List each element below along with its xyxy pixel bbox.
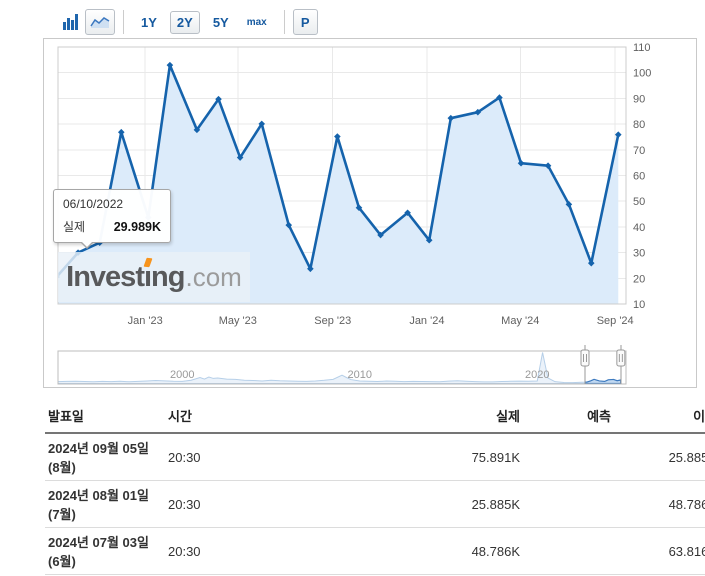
navigator-year-label: 2020 [525, 369, 549, 381]
previous-cell: 25.885K [614, 433, 705, 481]
x-tick-label: Sep '23 [314, 315, 351, 327]
range-5y-button[interactable]: 5Y [208, 11, 234, 34]
navigator-handle-right[interactable] [616, 345, 626, 384]
table-column-header: 실제 [291, 401, 523, 434]
range-max-button[interactable]: max [242, 13, 272, 32]
table-column-header: 이전 [614, 401, 705, 434]
y-tick-label: 80 [633, 119, 645, 131]
y-tick-label: 40 [633, 222, 645, 234]
line-chart-type-button[interactable] [85, 9, 115, 35]
navigator-year-label: 2000 [170, 369, 194, 381]
release-date-cell: 2024년 09월 05일 (8월) [45, 433, 165, 481]
x-tick-label: May '23 [219, 315, 257, 327]
x-tick-label: Jan '24 [409, 315, 444, 327]
forecast-cell [523, 527, 614, 575]
chart-widget: 10 20 30 40 50 60 70 80 90 100 110 Jan '23 May '23 Se… [43, 38, 697, 388]
table-header-row: 발표일시간실제예측이전 [45, 401, 705, 434]
tooltip-series-label: 실제 [63, 220, 86, 234]
actual-cell: 25.885K [291, 480, 523, 528]
x-axis-labels: Jan '23 May '23 Sep '23 Jan '24 May '24 Sep '… [128, 315, 634, 327]
table-column-header: 시간 [165, 401, 291, 434]
y-tick-label: 10 [633, 299, 645, 311]
y-tick-label: 60 [633, 171, 645, 183]
navigator-selected-range[interactable] [58, 353, 621, 384]
previous-cell: 64.789K [614, 574, 705, 576]
range-2y-button[interactable]: 2Y [169, 10, 200, 34]
history-table-wrap: 발표일시간실제예측이전 2024년 09월 05일 (8월)20:3075.89… [45, 401, 705, 576]
actual-cell: 48.786K [291, 527, 523, 575]
y-tick-label: 90 [633, 93, 645, 105]
toolbar-divider [283, 10, 285, 34]
release-date-cell: 2024년 08월 01일 (7월) [45, 480, 165, 528]
y-tick-label: 110 [633, 42, 651, 54]
chart-toolbar: 1Y 2Y 5Y max P [55, 8, 318, 36]
y-tick-label: 70 [633, 145, 645, 157]
history-table: 발표일시간실제예측이전 2024년 09월 05일 (8월)20:3075.89… [45, 401, 705, 576]
navigator-year-label: 2010 [348, 369, 372, 381]
forecast-cell [523, 574, 614, 576]
line-chart-icon [90, 17, 110, 28]
investing-logo-text: Investı ng [66, 257, 185, 292]
table-column-header: 예측 [523, 401, 614, 434]
navigator-year-labels: 2000 2010 2020 [170, 369, 549, 381]
chart-tooltip: 06/10/2022 실제 29.989K [53, 189, 171, 249]
x-tick-label: Sep '24 [597, 315, 634, 327]
y-tick-label: 100 [633, 68, 651, 80]
navigator-handle-left[interactable] [580, 345, 590, 384]
time-cell: 20:30 [165, 480, 291, 528]
toolbar-divider [123, 10, 124, 34]
x-tick-label: Jan '23 [128, 315, 163, 327]
time-cell: 20:30 [165, 433, 291, 481]
bar-chart-icon [62, 14, 78, 30]
investing-logo-suffix: .com [185, 262, 242, 292]
navigator-series [57, 352, 622, 384]
y-tick-label: 20 [633, 273, 645, 285]
y-tick-label: 30 [633, 248, 645, 260]
tooltip-arrow [80, 240, 94, 247]
y-tick-label: 50 [633, 196, 645, 208]
actual-cell: 75.891K [291, 433, 523, 481]
forecast-cell [523, 433, 614, 481]
time-cell: 20:30 [165, 527, 291, 575]
period-button[interactable]: P [292, 9, 318, 35]
tooltip-value: 29.989K [113, 220, 161, 234]
tooltip-date: 06/10/2022 [63, 197, 124, 211]
release-date-cell: 2024년 06월 06일 (5월) [45, 574, 165, 576]
release-date-cell: 2024년 07월 03일 (6월) [45, 527, 165, 575]
investing-watermark: Investı ng .com [58, 252, 250, 302]
range-1y-button[interactable]: 1Y [136, 11, 162, 34]
plot-border [57, 46, 627, 305]
area-series [58, 65, 619, 304]
previous-cell: 63.816K [614, 527, 705, 575]
actual-cell: 63.816K [291, 574, 523, 576]
table-row: 2024년 06월 06일 (5월)20:3063.816K 64.789K [45, 574, 705, 576]
forecast-cell [523, 480, 614, 528]
navigator-outline [57, 350, 627, 385]
previous-cell: 48.786K [614, 480, 705, 528]
y-axis-labels: 10 20 30 40 50 60 70 80 90 100 110 [633, 42, 651, 311]
x-tick-label: May '24 [501, 315, 539, 327]
time-cell: 20:30 [165, 574, 291, 576]
navigator[interactable]: 2000 2010 2020 [57, 345, 627, 385]
table-column-header: 발표일 [45, 401, 165, 434]
bar-chart-type-button[interactable] [55, 9, 85, 35]
